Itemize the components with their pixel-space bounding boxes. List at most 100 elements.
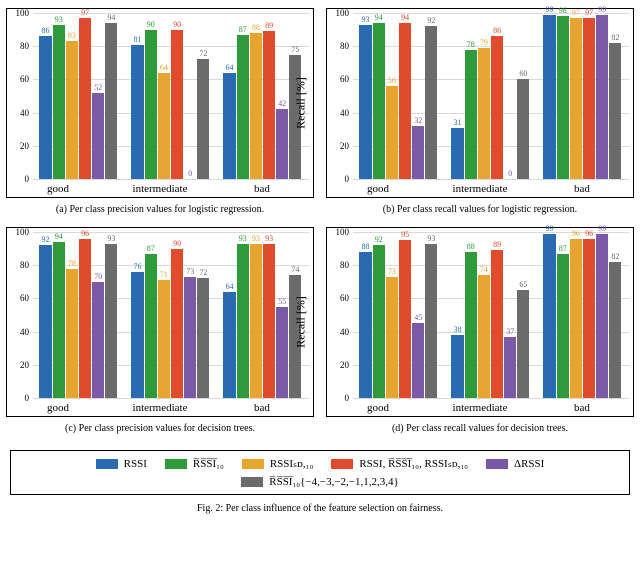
legend-item: RSSI	[96, 457, 147, 470]
ytick: 80	[329, 41, 349, 51]
bar-value-label: 52	[92, 84, 104, 92]
bar-value-label: 89	[263, 22, 275, 30]
legend-label: R̅S̅S̅I̅₁₀{−4,−3,−2,−1,1,2,3,4}	[269, 476, 399, 488]
bar: 93	[263, 244, 275, 398]
bar-value-label: 71	[158, 271, 170, 279]
bar: 90	[171, 249, 183, 398]
ytick: 0	[9, 174, 29, 184]
bar-value-label: 99	[543, 225, 555, 233]
figure-caption: Fig. 2: Per class influence of the featu…	[0, 501, 640, 514]
chart-d: Recall [%] 02040608010088927395459338887…	[326, 227, 634, 417]
bar: 78	[465, 50, 477, 179]
xtick: good	[367, 402, 389, 414]
legend-swatch	[486, 459, 508, 469]
bar-value-label: 93	[250, 235, 262, 243]
bar-group: 869383975294	[33, 13, 125, 179]
bar-value-label: 92	[39, 236, 51, 244]
bar: 89	[263, 31, 275, 179]
bar: 70	[92, 282, 104, 398]
bar: 93	[105, 244, 117, 398]
bar-value-label: 93	[359, 16, 371, 24]
gridline	[33, 179, 309, 180]
bar-value-label: 97	[79, 9, 91, 17]
bar: 97	[583, 18, 595, 179]
bar: 81	[131, 45, 143, 179]
bar-value-label: 88	[250, 24, 262, 32]
bar: 96	[79, 239, 91, 398]
bar-value-label: 93	[53, 16, 65, 24]
bar: 72	[197, 59, 209, 179]
chart-c: Precision [%] 02040608010092947896709376…	[6, 227, 314, 417]
bar-value-label: 94	[105, 14, 117, 22]
bar-value-label: 64	[223, 64, 235, 72]
bar: 93	[250, 244, 262, 398]
bar: 97	[570, 18, 582, 179]
ytick: 40	[9, 108, 29, 118]
bar-value-label: 45	[412, 314, 424, 322]
bar: 78	[66, 269, 78, 398]
bar-value-label: 82	[609, 34, 621, 42]
bar: 99	[543, 15, 555, 179]
bar: 60	[517, 79, 529, 179]
xtick: intermediate	[453, 402, 508, 414]
bar-value-label: 90	[171, 240, 183, 248]
bar-value-label: 72	[197, 269, 209, 277]
bar-value-label: 95	[399, 231, 411, 239]
bar-value-label: 37	[504, 328, 516, 336]
ytick: 60	[329, 74, 349, 84]
bar-group: 81906490072	[125, 13, 217, 179]
bar: 93	[425, 244, 437, 398]
ytick: 40	[9, 327, 29, 337]
bar-value-label: 93	[425, 235, 437, 243]
bar-value-label: 70	[92, 273, 104, 281]
bar: 96	[570, 239, 582, 398]
bar-group: 998796969982	[537, 232, 629, 398]
bar-value-label: 93	[237, 235, 249, 243]
bar-value-label: 83	[66, 32, 78, 40]
ytick: 40	[329, 327, 349, 337]
bar-value-label: 78	[465, 41, 477, 49]
bar: 95	[399, 240, 411, 398]
bar: 93	[359, 25, 371, 179]
bar: 93	[53, 25, 65, 179]
bar: 92	[39, 245, 51, 398]
bar: 94	[105, 23, 117, 179]
legend-label: RSSIₛᴅ,₁₀	[270, 457, 314, 470]
bar-value-label: 32	[412, 117, 424, 125]
xtick: intermediate	[133, 402, 188, 414]
bar-value-label: 75	[289, 46, 301, 54]
bar-value-label: 99	[596, 6, 608, 14]
bar-group: 929478967093	[33, 232, 125, 398]
ytick: 80	[9, 41, 29, 51]
bar-value-label: 60	[517, 70, 529, 78]
bar: 98	[557, 16, 569, 179]
legend-swatch	[331, 459, 353, 469]
bar: 64	[158, 73, 170, 179]
bar-value-label: 31	[451, 119, 463, 127]
bar: 88	[250, 33, 262, 179]
panel-a: Precision [%] 02040608010086938397529481…	[6, 8, 314, 227]
bar: 37	[504, 337, 516, 398]
legend-label: RSSI	[124, 458, 147, 470]
caption-d: (d) Per class recall values for decision…	[326, 417, 634, 446]
bar-value-label: 73	[386, 268, 398, 276]
legend-item: ΔRSSI	[486, 457, 544, 470]
ytick: 60	[9, 74, 29, 84]
xtick: good	[47, 183, 69, 195]
chart-b: Recall [%] 02040608010093945694329231787…	[326, 8, 634, 198]
plot-a: 0204060801008693839752948190649007264878…	[33, 13, 309, 179]
bar: 93	[237, 244, 249, 398]
bar-value-label: 97	[570, 9, 582, 17]
bar-value-label: 81	[131, 36, 143, 44]
bar: 96	[583, 239, 595, 398]
bar: 94	[53, 242, 65, 398]
ytick: 100	[9, 8, 29, 18]
legend-item: R̅S̅S̅I̅₁₀	[165, 457, 224, 470]
bar-value-label: 42	[276, 100, 288, 108]
ytick: 20	[9, 141, 29, 151]
bar: 72	[197, 278, 209, 398]
ytick: 80	[329, 260, 349, 270]
ytick: 40	[329, 108, 349, 118]
bar-value-label: 94	[53, 233, 65, 241]
bar-value-label: 96	[583, 230, 595, 238]
